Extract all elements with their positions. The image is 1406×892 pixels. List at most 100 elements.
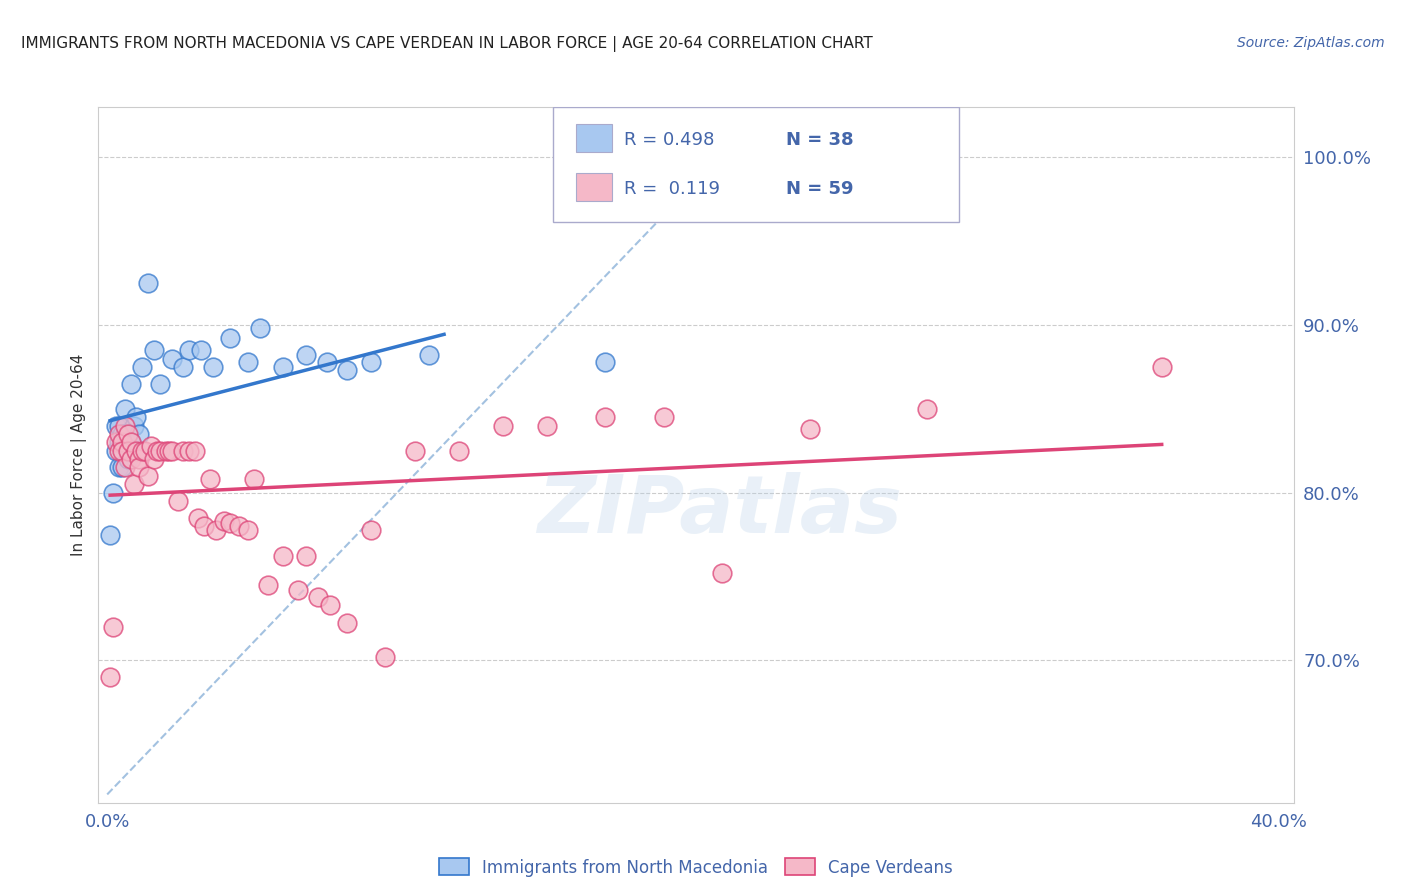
- Point: [166, 494, 188, 508]
- Point: [105, 443, 127, 458]
- Point: [201, 359, 224, 374]
- Point: [143, 343, 166, 358]
- Point: [287, 582, 309, 597]
- Point: [236, 523, 259, 537]
- Point: [418, 348, 440, 362]
- Point: [271, 359, 294, 374]
- Point: [105, 418, 127, 433]
- Point: [98, 527, 121, 541]
- Point: [125, 410, 148, 425]
- Text: R = 0.498: R = 0.498: [624, 131, 714, 150]
- Point: [711, 566, 734, 581]
- Point: [295, 549, 318, 564]
- Point: [136, 468, 159, 483]
- Point: [219, 331, 242, 345]
- Point: [160, 443, 183, 458]
- Point: [198, 472, 221, 486]
- Bar: [576, 173, 613, 201]
- Point: [114, 460, 136, 475]
- Point: [105, 435, 127, 450]
- Point: [184, 443, 207, 458]
- Point: [257, 578, 280, 592]
- Point: [117, 443, 139, 458]
- Point: [336, 616, 359, 631]
- Point: [179, 343, 201, 358]
- Point: [128, 452, 150, 467]
- Point: [193, 519, 215, 533]
- FancyBboxPatch shape: [553, 107, 959, 222]
- Point: [117, 443, 139, 458]
- Y-axis label: In Labor Force | Age 20-64: In Labor Force | Age 20-64: [72, 354, 87, 556]
- Point: [125, 443, 148, 458]
- Point: [131, 359, 153, 374]
- Point: [117, 427, 139, 442]
- Point: [108, 460, 131, 475]
- Point: [315, 355, 337, 369]
- Point: [108, 418, 131, 433]
- Point: [204, 523, 226, 537]
- Point: [114, 418, 136, 433]
- Point: [336, 363, 359, 377]
- Point: [228, 519, 250, 533]
- Point: [187, 510, 209, 524]
- Point: [149, 443, 172, 458]
- Point: [114, 401, 136, 416]
- Point: [249, 321, 271, 335]
- Point: [155, 443, 177, 458]
- Point: [179, 443, 201, 458]
- Text: N = 59: N = 59: [786, 180, 853, 198]
- Point: [111, 460, 134, 475]
- Point: [214, 514, 236, 528]
- Point: [122, 477, 145, 491]
- Legend: Immigrants from North Macedonia, Cape Verdeans: Immigrants from North Macedonia, Cape Ve…: [430, 850, 962, 885]
- Text: Source: ZipAtlas.com: Source: ZipAtlas.com: [1237, 36, 1385, 50]
- Point: [160, 351, 183, 366]
- Point: [799, 422, 821, 436]
- Text: IMMIGRANTS FROM NORTH MACEDONIA VS CAPE VERDEAN IN LABOR FORCE | AGE 20-64 CORRE: IMMIGRANTS FROM NORTH MACEDONIA VS CAPE …: [21, 36, 873, 52]
- Point: [111, 435, 134, 450]
- Point: [219, 516, 242, 530]
- Point: [120, 435, 142, 450]
- Point: [190, 343, 212, 358]
- Point: [447, 443, 470, 458]
- Point: [593, 410, 616, 425]
- Point: [128, 460, 150, 475]
- Point: [114, 427, 136, 442]
- Point: [149, 376, 172, 391]
- Point: [236, 355, 259, 369]
- Point: [111, 435, 134, 450]
- Point: [360, 523, 382, 537]
- Point: [242, 472, 264, 486]
- Point: [652, 410, 675, 425]
- Point: [111, 427, 134, 442]
- Point: [111, 443, 134, 458]
- Point: [172, 443, 194, 458]
- Point: [360, 355, 382, 369]
- Point: [271, 549, 294, 564]
- Point: [307, 590, 329, 604]
- Point: [295, 348, 318, 362]
- Point: [593, 355, 616, 369]
- Point: [120, 452, 142, 467]
- Point: [98, 670, 121, 684]
- Point: [536, 418, 558, 433]
- Point: [917, 401, 939, 416]
- Point: [117, 452, 139, 467]
- Point: [134, 443, 156, 458]
- Point: [108, 427, 131, 442]
- Bar: [576, 124, 613, 153]
- Point: [128, 427, 150, 442]
- Point: [319, 598, 342, 612]
- Point: [492, 418, 515, 433]
- Point: [108, 443, 131, 458]
- Point: [404, 443, 426, 458]
- Point: [120, 376, 142, 391]
- Point: [101, 485, 124, 500]
- Point: [172, 359, 194, 374]
- Point: [374, 649, 396, 664]
- Point: [141, 439, 163, 453]
- Point: [108, 435, 131, 450]
- Point: [131, 443, 153, 458]
- Point: [157, 443, 180, 458]
- Point: [136, 276, 159, 290]
